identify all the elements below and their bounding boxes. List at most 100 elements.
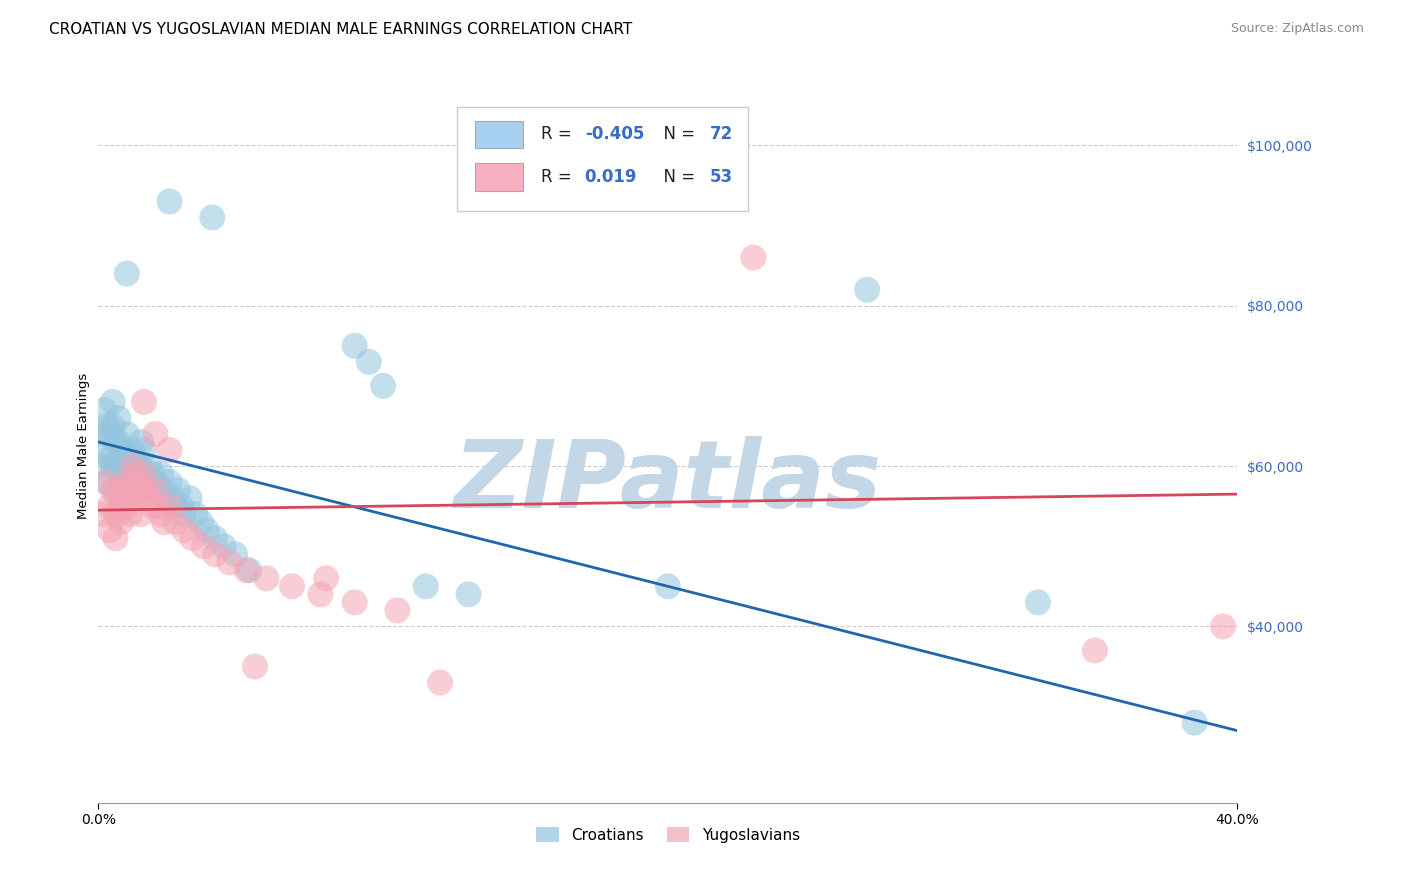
Point [127, 475, 149, 489]
Text: R =: R = [541, 125, 578, 143]
Point [104, 435, 127, 450]
Point [195, 523, 218, 537]
Point [148, 499, 170, 513]
Point [657, 579, 679, 593]
Point [856, 283, 879, 297]
Point [315, 571, 337, 585]
Point [1026, 595, 1049, 609]
Point [93, 403, 115, 417]
Point [115, 475, 138, 489]
Point [167, 483, 190, 497]
Point [101, 395, 124, 409]
Point [107, 435, 129, 450]
Point [115, 475, 138, 489]
Text: R =: R = [541, 168, 578, 186]
Point [243, 659, 266, 673]
Point [212, 539, 235, 553]
Point [112, 475, 135, 489]
Legend: Croatians, Yugoslavians: Croatians, Yugoslavians [530, 821, 806, 848]
Point [96, 475, 118, 489]
Point [104, 483, 127, 497]
Point [159, 499, 181, 513]
FancyBboxPatch shape [457, 107, 748, 211]
Point [135, 475, 157, 489]
Point [124, 491, 146, 505]
Point [104, 531, 127, 545]
Point [145, 427, 167, 442]
Point [165, 499, 187, 513]
Text: 53: 53 [710, 168, 733, 186]
Point [118, 458, 141, 473]
Point [373, 379, 395, 393]
Point [190, 515, 212, 529]
Point [101, 458, 124, 473]
Point [121, 458, 143, 473]
Point [153, 483, 176, 497]
Point [132, 467, 155, 481]
Point [110, 442, 132, 457]
Point [121, 483, 143, 497]
Point [118, 483, 141, 497]
Point [110, 491, 132, 505]
Point [159, 194, 181, 209]
Point [457, 587, 479, 601]
Point [112, 450, 135, 465]
Point [173, 523, 195, 537]
Text: Source: ZipAtlas.com: Source: ZipAtlas.com [1230, 22, 1364, 36]
Point [170, 499, 193, 513]
Point [184, 507, 207, 521]
FancyBboxPatch shape [475, 163, 523, 191]
Point [115, 450, 138, 465]
Point [121, 442, 143, 457]
Point [101, 483, 124, 497]
Point [96, 475, 118, 489]
Point [150, 507, 173, 521]
Point [138, 458, 160, 473]
Point [129, 507, 152, 521]
Point [141, 499, 163, 513]
Y-axis label: Median Male Earnings: Median Male Earnings [77, 373, 90, 519]
Point [148, 483, 170, 497]
Point [121, 467, 143, 481]
Point [112, 499, 135, 513]
Point [415, 579, 437, 593]
Point [165, 515, 187, 529]
Point [98, 523, 121, 537]
Point [104, 507, 127, 521]
Point [127, 458, 149, 473]
Point [98, 499, 121, 513]
Point [309, 587, 332, 601]
Point [118, 483, 141, 497]
Point [93, 458, 115, 473]
Point [90, 427, 112, 442]
Point [98, 450, 121, 465]
Point [129, 483, 152, 497]
Point [254, 571, 277, 585]
Point [115, 427, 138, 442]
Text: -0.405: -0.405 [585, 125, 644, 143]
Point [96, 419, 118, 434]
Point [153, 515, 176, 529]
Point [281, 579, 304, 593]
Point [96, 442, 118, 457]
Point [742, 251, 765, 265]
Point [107, 507, 129, 521]
Point [124, 467, 146, 481]
Point [343, 595, 366, 609]
Point [235, 563, 257, 577]
Point [138, 483, 160, 497]
Text: 0.019: 0.019 [585, 168, 637, 186]
Point [129, 435, 152, 450]
Point [162, 491, 184, 505]
Point [101, 419, 124, 434]
Point [132, 467, 155, 481]
Text: CROATIAN VS YUGOSLAVIAN MEDIAN MALE EARNINGS CORRELATION CHART: CROATIAN VS YUGOSLAVIAN MEDIAN MALE EARN… [49, 22, 633, 37]
Point [201, 211, 224, 225]
Point [127, 483, 149, 497]
Point [107, 411, 129, 425]
Point [429, 675, 451, 690]
FancyBboxPatch shape [475, 120, 523, 148]
Text: N =: N = [652, 125, 700, 143]
Point [181, 531, 204, 545]
Point [159, 475, 181, 489]
